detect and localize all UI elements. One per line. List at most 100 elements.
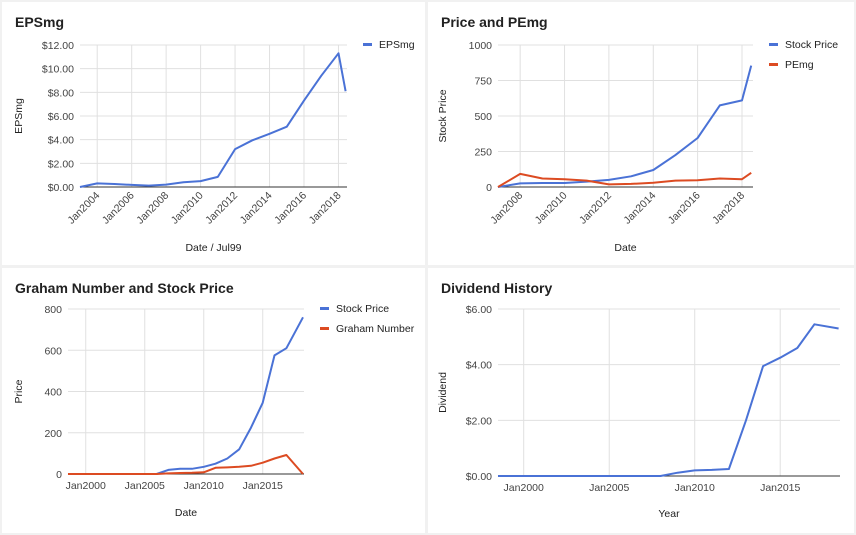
series-line-graham-number	[68, 454, 304, 475]
data-point-series	[694, 469, 696, 471]
data-point-stock-price	[741, 99, 743, 101]
data-point-series	[837, 327, 839, 329]
x-tick-label: Jan2005	[125, 480, 165, 492]
data-point-series	[497, 475, 499, 477]
data-point-graham-number	[302, 473, 304, 475]
data-point-stock-price	[750, 64, 752, 66]
chart-panel-graham-number: Graham Number and Stock Price 0 200 400 600 8…	[2, 268, 425, 533]
x-tick-label: Jan2004	[65, 190, 102, 227]
data-point-series	[711, 469, 713, 471]
data-point-graham-number	[67, 473, 69, 475]
data-point-graham-number	[250, 465, 252, 467]
data-point-series	[796, 347, 798, 349]
data-point-series	[779, 357, 781, 359]
x-tick-label: Jan2008	[134, 190, 171, 227]
legend-label: Stock Price	[336, 303, 389, 315]
legend-swatch	[769, 63, 778, 66]
chart-title: EPSmg	[15, 14, 64, 30]
y-tick-label: $0.00	[48, 182, 74, 194]
x-tick-label: Jan2016	[666, 190, 703, 227]
data-point-epsmg	[96, 182, 98, 184]
data-point-graham-number	[273, 457, 275, 459]
data-point-epsmg	[320, 75, 322, 77]
y-tick-label: 800	[44, 304, 62, 316]
data-point-graham-number	[214, 467, 216, 469]
data-point-stock-price	[273, 354, 275, 356]
x-tick-label: Jan2015	[243, 480, 283, 492]
data-point-pemg	[563, 178, 565, 180]
y-tick-label: 750	[474, 76, 492, 88]
y-axis-title: EPSmg	[13, 98, 25, 134]
data-point-series	[762, 365, 764, 367]
data-point-graham-number	[262, 461, 264, 463]
y-tick-label: $4.00	[48, 135, 74, 147]
data-point-series	[659, 475, 661, 477]
x-tick-label: Jan2010	[169, 190, 206, 227]
data-point-pemg	[652, 182, 654, 184]
y-tick-label: 1000	[469, 40, 493, 52]
data-point-pemg	[674, 179, 676, 181]
data-point-stock-price	[167, 469, 169, 471]
data-point-stock-price	[674, 154, 676, 156]
x-tick-label: Jan2010	[675, 482, 715, 494]
data-point-stock-price	[608, 179, 610, 181]
x-tick-label: Jan2000	[504, 482, 544, 494]
x-tick-label: Jan2016	[272, 190, 309, 227]
chart-title: Graham Number and Stock Price	[15, 280, 234, 296]
data-point-pemg	[586, 179, 588, 181]
y-tick-label: $2.00	[48, 158, 74, 170]
x-tick-label: Jan2018	[307, 190, 344, 227]
data-point-stock-price	[226, 457, 228, 459]
data-point-epsmg	[131, 184, 133, 186]
y-tick-label: 400	[44, 387, 62, 399]
data-point-pemg	[719, 177, 721, 179]
data-point-stock-price	[250, 426, 252, 428]
data-point-epsmg	[268, 133, 270, 135]
data-point-pemg	[608, 183, 610, 185]
data-point-stock-price	[302, 316, 304, 318]
data-point-epsmg	[217, 176, 219, 178]
y-tick-label: $0.00	[466, 471, 492, 483]
data-point-epsmg	[303, 99, 305, 101]
series-line-stock-price	[497, 65, 753, 188]
data-point-epsmg	[182, 181, 184, 183]
data-point-graham-number	[203, 471, 205, 473]
data-point-series	[728, 468, 730, 470]
x-axis-title: Date / Jul99	[185, 242, 241, 254]
data-point-stock-price	[238, 448, 240, 450]
x-axis-title: Year	[658, 508, 680, 520]
data-point-pemg	[630, 183, 632, 185]
data-point-graham-number	[285, 454, 287, 456]
data-point-pemg	[750, 172, 752, 174]
x-tick-label: Jan2010	[533, 190, 570, 227]
series-line-pemg	[497, 171, 752, 188]
data-point-stock-price	[191, 468, 193, 470]
data-point-graham-number	[167, 472, 169, 474]
data-point-stock-price	[179, 468, 181, 470]
data-point-stock-price	[519, 182, 521, 184]
x-tick-label: Jan2008	[488, 190, 525, 227]
data-point-stock-price	[630, 175, 632, 177]
data-point-series	[813, 323, 815, 325]
data-point-series	[745, 419, 747, 421]
data-point-pemg	[541, 177, 543, 179]
data-point-stock-price	[285, 347, 287, 349]
data-point-graham-number	[191, 472, 193, 474]
y-tick-label: $4.00	[466, 360, 492, 372]
y-tick-label: $10.00	[42, 64, 74, 76]
data-point-epsmg	[113, 183, 115, 185]
data-point-pemg	[741, 178, 743, 180]
legend-swatch	[320, 307, 329, 310]
y-tick-label: 250	[474, 147, 492, 159]
x-tick-label: Jan2018	[710, 190, 747, 227]
data-point-graham-number	[238, 466, 240, 468]
chart-graham-number: Graham Number and Stock Price 0 200 400 600 8…	[13, 280, 415, 519]
data-point-graham-number	[155, 473, 157, 475]
data-point-stock-price	[652, 169, 654, 171]
chart-title: Price and PEmg	[441, 14, 548, 30]
y-axis-title: Dividend	[437, 372, 449, 413]
data-point-stock-price	[541, 182, 543, 184]
y-tick-label: 200	[44, 428, 62, 440]
data-point-stock-price	[214, 462, 216, 464]
